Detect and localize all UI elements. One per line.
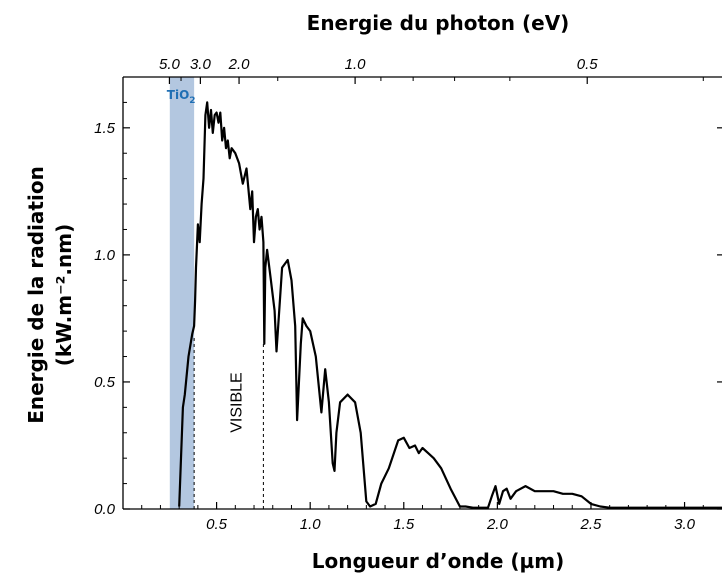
tio2-band-label: TiO2 (167, 88, 196, 106)
y-tick-label: 0.0 (94, 501, 116, 518)
x-tick-label: 0.5 (206, 516, 228, 533)
top-tick-label: 3.0 (190, 56, 212, 73)
top-tick-label: 0.5 (577, 56, 599, 73)
y-tick-label: 1.5 (94, 120, 116, 137)
x-tick-label: 1.5 (393, 516, 415, 533)
visible-label: VISIBLE (228, 372, 245, 432)
top-tick-label: 2.0 (228, 56, 251, 73)
x-tick-label: 2.0 (486, 516, 509, 533)
spectrum-series-line (178, 101, 722, 509)
top-tick-label: 5.0 (159, 56, 181, 73)
y-tick-label: 0.5 (94, 374, 116, 391)
top-tick-label: 1.0 (345, 56, 367, 73)
top-axis-title: Energie du photon (eV) (307, 11, 570, 35)
y-axis-title-line1: Energie de la radiation (24, 166, 48, 424)
x-tick-label: 1.0 (300, 516, 322, 533)
y-axis-title-line2: (kW.m⁻².nm) (52, 224, 76, 366)
y-tick-label: 1.0 (94, 247, 116, 264)
plot-area: TiO2 0.5 1.0 1.5 2.0 2.5 3.0 0.0 0.5 1.0 1.5 5.0 3.0… (94, 56, 722, 533)
x-axis-title: Longueur d’onde (µm) (312, 549, 564, 573)
x-tick-label: 2.5 (580, 516, 603, 533)
x-tick-label: 3.0 (674, 516, 696, 533)
